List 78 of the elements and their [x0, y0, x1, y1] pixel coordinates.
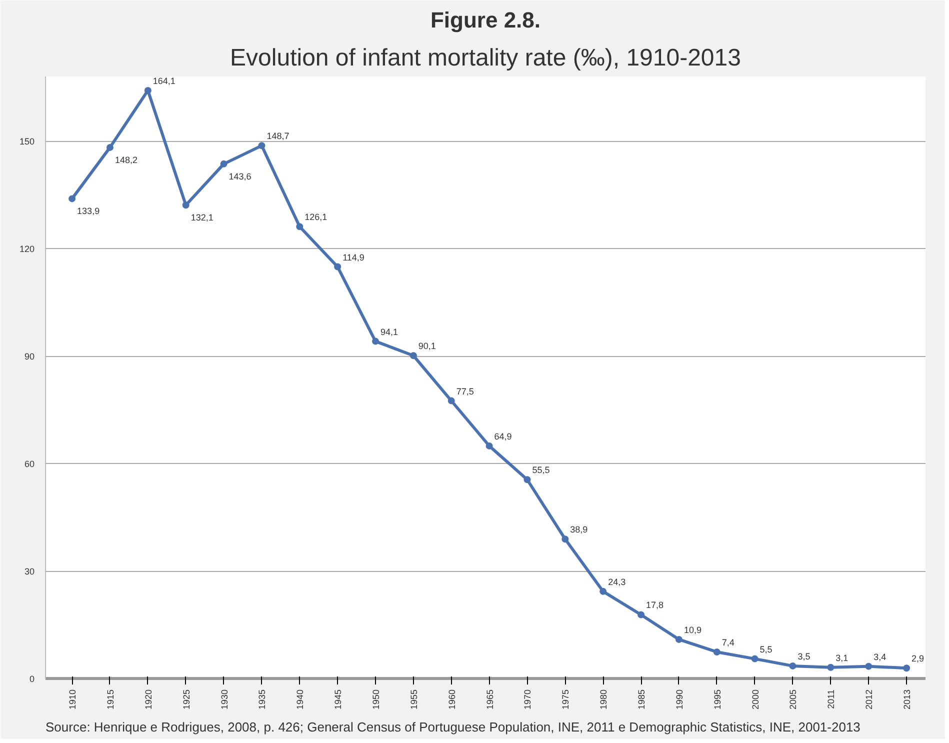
point [865, 662, 872, 670]
x-tick-label: 1945 [333, 689, 344, 710]
data-label: 143,6 [228, 171, 252, 182]
y-tick-label: 120 [19, 244, 35, 254]
data-label: 133,9 [77, 206, 100, 216]
point [789, 662, 796, 670]
point [182, 202, 190, 209]
point [410, 352, 417, 360]
point [372, 338, 379, 345]
y-tick-label: 90 [24, 352, 35, 362]
point [296, 223, 304, 230]
y-tick-label: 150 [19, 136, 35, 146]
data-label: 164,1 [152, 76, 176, 86]
data-label: 7,4 [722, 637, 734, 648]
data-label: 148,7 [266, 131, 290, 142]
x-tick-label: 2000 [750, 689, 760, 710]
data-label: 64,9 [494, 431, 512, 442]
point [675, 636, 682, 643]
x-tick-label: 1950 [371, 689, 381, 710]
x-tick-label: 1960 [446, 689, 457, 710]
data-label: 132,1 [190, 212, 214, 223]
data-label: 55,5 [532, 465, 550, 476]
x-tick-label: 1995 [712, 689, 722, 710]
point [903, 664, 910, 672]
x-tick-label: 2013 [902, 689, 912, 710]
point [68, 195, 76, 202]
data-label: 24,3 [608, 576, 626, 587]
chart-title: Figure 2.8. [430, 8, 541, 32]
x-tick-label: 1935 [257, 689, 268, 710]
point [106, 144, 114, 151]
point [827, 664, 834, 671]
data-label: 90,1 [418, 341, 436, 352]
point [448, 397, 455, 404]
point [638, 611, 645, 618]
point [562, 536, 569, 543]
x-tick-label: 1985 [636, 689, 647, 710]
x-tick-label: 1970 [522, 689, 533, 710]
x-tick-label: 2012 [864, 689, 874, 710]
data-label: 10,9 [684, 624, 702, 635]
y-tick-label: 30 [24, 566, 35, 576]
point [600, 588, 607, 595]
x-tick-label: 1980 [598, 689, 609, 710]
data-label: 38,9 [570, 524, 588, 535]
data-label: 114,9 [342, 252, 364, 262]
x-tick-label: 1940 [295, 689, 306, 710]
data-label: 3,1 [836, 652, 848, 663]
x-tick-label: 1930 [219, 689, 230, 710]
data-label: 2,9 [912, 654, 924, 664]
data-label: 3,5 [798, 651, 810, 662]
point [258, 142, 266, 150]
source-note: Source: Henrique e Rodrigues, 2008, p. 426; General Census of Portuguese Population, INE, 2011 e Demographic Statistics, INE, 2001-2013 [46, 720, 860, 734]
point [524, 476, 531, 484]
x-tick-label: 1990 [674, 689, 684, 710]
data-label: 17,8 [646, 600, 664, 610]
point [220, 160, 228, 168]
point [144, 86, 152, 94]
x-tick-label: 1910 [68, 689, 78, 710]
y-tick-label: 60 [24, 459, 35, 469]
data-label: 148,2 [114, 154, 138, 165]
point [713, 648, 720, 656]
data-label: 94,1 [380, 326, 398, 337]
x-tick-label: 1975 [560, 689, 571, 710]
x-tick-label: 1965 [484, 689, 495, 710]
y-tick-label: 0 [29, 674, 35, 684]
x-tick-label: 1925 [181, 689, 192, 710]
x-tick-label: 1955 [408, 689, 419, 710]
x-tick-label: 1920 [143, 689, 154, 710]
point [486, 442, 493, 450]
x-tick-label: 2011 [826, 689, 836, 709]
data-label: 5,5 [760, 644, 772, 654]
data-label: 126,1 [304, 212, 328, 222]
point [334, 263, 342, 270]
x-tick-label: 1915 [105, 689, 116, 710]
data-label: 77,5 [456, 386, 474, 396]
data-label: 3,4 [874, 652, 886, 662]
x-tick-label: 2005 [788, 689, 798, 710]
chart-subtitle: Evolution of infant mortality rate (‰), 1910-2013 [230, 44, 741, 72]
point [751, 655, 758, 662]
